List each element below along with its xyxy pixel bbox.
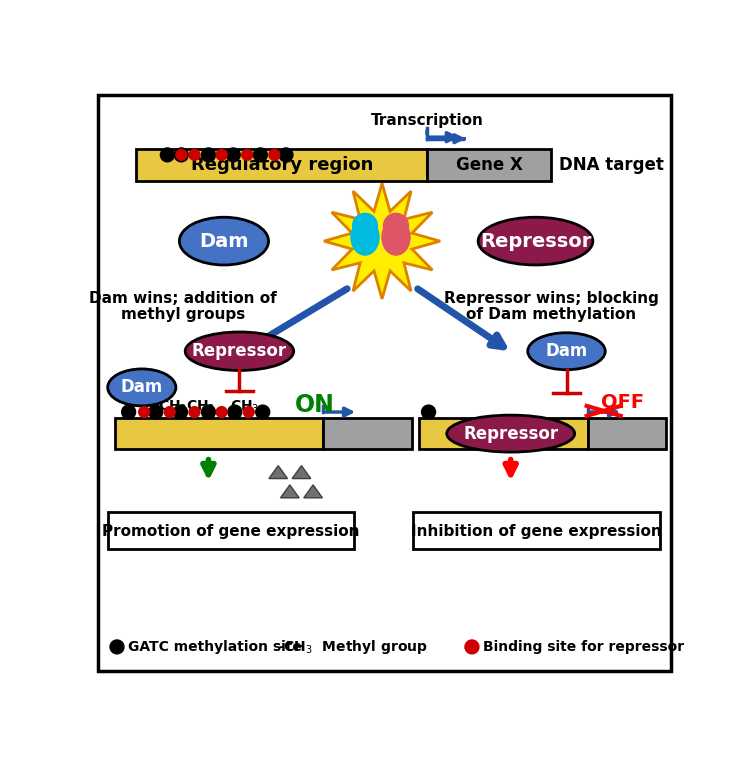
Text: OFF: OFF — [601, 393, 644, 412]
Circle shape — [228, 405, 242, 419]
Circle shape — [202, 148, 215, 161]
Text: Binding site for repressor: Binding site for repressor — [483, 640, 684, 654]
Circle shape — [352, 214, 377, 238]
Circle shape — [122, 405, 136, 419]
Circle shape — [173, 405, 188, 419]
Text: CH$_3$: CH$_3$ — [230, 399, 260, 415]
Text: -CH$_3$  Methyl group: -CH$_3$ Methyl group — [278, 638, 428, 656]
Circle shape — [216, 149, 227, 160]
FancyBboxPatch shape — [419, 418, 588, 449]
Polygon shape — [269, 465, 287, 478]
Circle shape — [164, 406, 175, 418]
Text: Repressor: Repressor — [480, 232, 591, 251]
Text: ON: ON — [295, 393, 334, 417]
Circle shape — [242, 149, 253, 160]
Circle shape — [465, 640, 479, 654]
Text: DNA target: DNA target — [559, 156, 664, 174]
Text: Dam: Dam — [545, 342, 588, 360]
Circle shape — [269, 149, 280, 160]
Circle shape — [139, 406, 149, 418]
Text: CH$_3$: CH$_3$ — [186, 399, 215, 415]
Ellipse shape — [381, 219, 411, 255]
Circle shape — [110, 640, 124, 654]
Ellipse shape — [447, 415, 574, 452]
Text: Repressor wins; blocking: Repressor wins; blocking — [443, 291, 658, 306]
Circle shape — [148, 405, 163, 419]
Circle shape — [256, 405, 270, 419]
Text: GATC methylation site: GATC methylation site — [128, 640, 302, 654]
Polygon shape — [280, 485, 299, 498]
Text: Dam: Dam — [200, 232, 249, 251]
FancyBboxPatch shape — [413, 512, 659, 549]
Text: of Dam methylation: of Dam methylation — [466, 307, 636, 321]
Circle shape — [202, 405, 215, 419]
Circle shape — [254, 148, 267, 161]
Polygon shape — [324, 183, 440, 299]
Ellipse shape — [108, 369, 176, 406]
FancyBboxPatch shape — [588, 418, 666, 449]
Polygon shape — [304, 485, 322, 498]
Circle shape — [189, 406, 200, 418]
Polygon shape — [292, 465, 310, 478]
Circle shape — [383, 214, 409, 238]
Circle shape — [174, 148, 188, 161]
Circle shape — [189, 149, 200, 160]
Text: Inhibition of gene expression: Inhibition of gene expression — [411, 524, 662, 539]
FancyBboxPatch shape — [427, 149, 551, 181]
FancyBboxPatch shape — [323, 418, 413, 449]
Text: Repressor: Repressor — [192, 342, 287, 360]
Text: Transcription: Transcription — [370, 113, 484, 127]
Circle shape — [243, 406, 254, 418]
Ellipse shape — [185, 332, 294, 371]
Ellipse shape — [478, 218, 592, 265]
Text: CH$_3$: CH$_3$ — [158, 399, 188, 415]
Text: Dam wins; addition of: Dam wins; addition of — [89, 291, 277, 306]
Circle shape — [279, 148, 293, 161]
Text: Dam: Dam — [121, 378, 163, 396]
Text: Regulatory region: Regulatory region — [191, 156, 374, 174]
Ellipse shape — [528, 333, 605, 370]
Circle shape — [160, 148, 174, 161]
Text: methyl groups: methyl groups — [121, 307, 245, 321]
Circle shape — [176, 149, 187, 160]
FancyBboxPatch shape — [98, 95, 671, 671]
Circle shape — [422, 405, 436, 419]
FancyBboxPatch shape — [108, 512, 354, 549]
Ellipse shape — [179, 218, 268, 265]
FancyBboxPatch shape — [136, 149, 427, 181]
Text: Gene X: Gene X — [455, 156, 523, 174]
Circle shape — [216, 406, 227, 418]
Circle shape — [226, 148, 240, 161]
Ellipse shape — [350, 219, 380, 255]
Text: Promotion of gene expression: Promotion of gene expression — [102, 524, 360, 539]
FancyBboxPatch shape — [116, 418, 323, 449]
Text: Repressor: Repressor — [464, 424, 558, 443]
